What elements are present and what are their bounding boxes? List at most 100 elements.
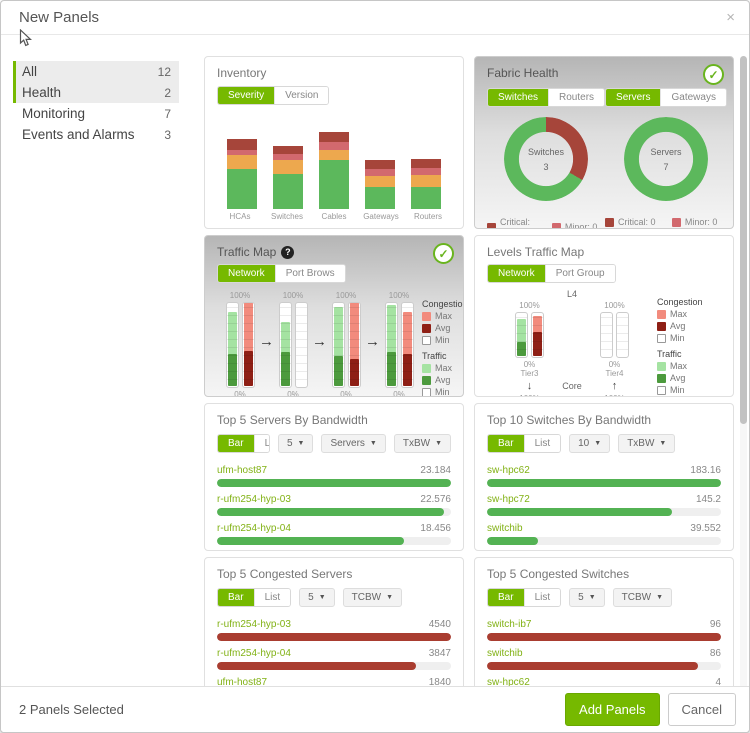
sidebar-item-health[interactable]: Health 2 — [13, 82, 179, 103]
switch-link[interactable]: switch-ib7 — [487, 619, 532, 630]
chevron-down-icon: ▼ — [588, 594, 596, 601]
segment-critical — [319, 131, 349, 143]
close-icon[interactable]: × — [726, 9, 735, 26]
tab-network[interactable]: Network — [488, 265, 545, 282]
tab-gateways[interactable]: Gateways — [660, 89, 726, 106]
metric-dropdown[interactable]: TCBW ▼ — [612, 588, 673, 607]
host-link[interactable]: ufm-host87 — [217, 677, 268, 686]
tab-list[interactable]: List — [523, 435, 561, 452]
tab-list[interactable]: List — [523, 589, 561, 606]
tab-list[interactable]: List — [253, 589, 291, 606]
tab-bar[interactable]: Bar — [488, 435, 524, 452]
host-link[interactable]: r-ufm254-hyp-04 — [217, 523, 291, 534]
panel-card-levels-traffic-map[interactable]: Levels Traffic Map Network Port Group L4… — [474, 235, 734, 397]
scale-top-label: 100% — [604, 394, 624, 396]
legend-label: Info — [258, 227, 273, 228]
tab-port-brows[interactable]: Port Brows — [274, 265, 345, 282]
flow-arrow-icon: → — [259, 333, 274, 350]
legend-swatch-minor — [338, 227, 348, 228]
count-dropdown[interactable]: 5 ▼ — [277, 434, 314, 453]
vertical-scrollbar[interactable] — [740, 56, 747, 689]
bar-row: r-ufm254-hyp-03 4540 — [217, 619, 451, 641]
category-label: Gateways — [363, 212, 399, 221]
host-link[interactable]: r-ufm254-hyp-03 — [217, 494, 291, 505]
legend-swatch-traffic-max — [422, 363, 431, 373]
help-icon[interactable]: ? — [281, 245, 295, 259]
panel-card-top-congested-switches[interactable]: Top 5 Congested Switches Bar List 5 ▼ TCB… — [474, 557, 734, 686]
segment-info — [227, 168, 257, 209]
category-label: HCAs — [229, 212, 251, 221]
congestion-gauge — [531, 312, 544, 358]
scale-top-label: 100% — [604, 301, 625, 310]
panel-card-top-switches-bandwidth[interactable]: Top 10 Switches By Bandwidth Bar List 10… — [474, 403, 734, 551]
tab-servers[interactable]: Servers — [606, 89, 661, 106]
stacked-bar — [365, 115, 395, 209]
cancel-button[interactable]: Cancel — [667, 693, 736, 726]
metric-dropdown[interactable]: TCBW ▼ — [342, 588, 403, 607]
sidebar-item-events-alarms[interactable]: Events and Alarms 3 — [13, 124, 179, 145]
donut-ring — [623, 117, 708, 201]
bar-fill — [487, 662, 698, 670]
panel-title: Top 10 Switches By Bandwidth — [487, 413, 652, 427]
count-dropdown[interactable]: 5 ▼ — [299, 588, 335, 607]
traffic-avg-fill — [386, 352, 396, 386]
tab-network[interactable]: Network — [218, 265, 275, 282]
host-link[interactable]: ufm-host87 — [217, 465, 268, 476]
legend-swatch-congestion-avg — [657, 321, 666, 331]
sidebar-item-all[interactable]: All 12 — [13, 61, 179, 82]
host-link[interactable]: r-ufm254-hyp-03 — [217, 619, 291, 630]
tab-switches[interactable]: Switches — [488, 89, 549, 106]
scrollbar-thumb[interactable] — [740, 56, 747, 424]
legend-label: Critical — [395, 227, 423, 228]
sidebar-item-monitoring[interactable]: Monitoring 7 — [13, 103, 179, 124]
sidebar-item-count: 3 — [164, 127, 171, 142]
type-dropdown[interactable]: Servers ▼ — [321, 434, 386, 453]
tab-port-group[interactable]: Port Group — [544, 265, 615, 282]
panel-card-fabric-health[interactable]: Fabric Health ✓ Switches Routers Switche… — [474, 56, 734, 229]
legend-label: Warning — [295, 227, 328, 228]
tab-bar[interactable]: Bar — [218, 435, 254, 452]
sidebar-item-label: Health — [22, 85, 62, 100]
count-dropdown[interactable]: 10 ▼ — [569, 434, 611, 453]
metric-dropdown[interactable]: TxBW ▼ — [618, 434, 676, 453]
switch-link[interactable]: sw-hpc72 — [487, 494, 530, 505]
switch-link[interactable]: switchib — [487, 523, 523, 534]
panel-card-top-servers-bandwidth[interactable]: Top 5 Servers By Bandwidth Bar List 5▼ S… — [204, 403, 464, 551]
bar-value: 86 — [709, 648, 721, 659]
panel-card-inventory[interactable]: Inventory Severity Version — [204, 56, 464, 229]
traffic-max-fill — [227, 312, 237, 386]
tab-bar[interactable]: Bar — [218, 589, 254, 606]
scale-bottom-label: 0% — [393, 390, 405, 397]
scale-bottom-label: 0% — [340, 390, 352, 397]
panels-gallery: Inventory Severity Version — [193, 35, 739, 686]
tab-routers[interactable]: Routers — [548, 89, 605, 106]
tier3-group: 100% — [327, 291, 365, 397]
legend-label: Max — [435, 363, 453, 373]
panel-card-top-congested-servers[interactable]: Top 5 Congested Servers Bar List 5 ▼ TCBW… — [204, 557, 464, 686]
panel-card-traffic-map[interactable]: Traffic Map ? ✓ Network Port Brows 100% — [204, 235, 464, 397]
tab-bar[interactable]: Bar — [488, 589, 524, 606]
segment-critical — [227, 139, 257, 150]
host-link[interactable]: r-ufm254-hyp-04 — [217, 648, 291, 659]
switch-link[interactable]: sw-hpc62 — [487, 677, 530, 686]
legend-swatch-congestion-max — [657, 309, 666, 319]
metric-dropdown[interactable]: TxBW ▼ — [393, 434, 451, 453]
stacked-bar — [273, 115, 303, 209]
switch-link[interactable]: switchib — [487, 648, 523, 659]
tab-severity[interactable]: Severity — [218, 87, 275, 104]
congestion-gauge — [347, 302, 361, 388]
tab-list[interactable]: List — [253, 435, 269, 452]
legend-swatch-critical — [605, 217, 615, 227]
bar-row: r-ufm254-hyp-04 3847 — [217, 648, 451, 670]
add-panels-button[interactable]: Add Panels — [565, 693, 660, 726]
switch-link[interactable]: sw-hpc62 — [487, 465, 530, 476]
legend-title-congestion: Congestion — [422, 299, 464, 309]
dialog-header: New Panels × — [1, 1, 749, 35]
donut-center-label: Switches — [528, 146, 565, 157]
bar-value: 183.16 — [690, 465, 721, 476]
count-dropdown[interactable]: 5 ▼ — [569, 588, 605, 607]
legend-label: Critical: 0 — [618, 217, 656, 227]
traffic-gauge — [384, 302, 398, 388]
tab-version[interactable]: Version — [274, 87, 329, 104]
inventory-stacked-bar-chart — [227, 115, 441, 209]
